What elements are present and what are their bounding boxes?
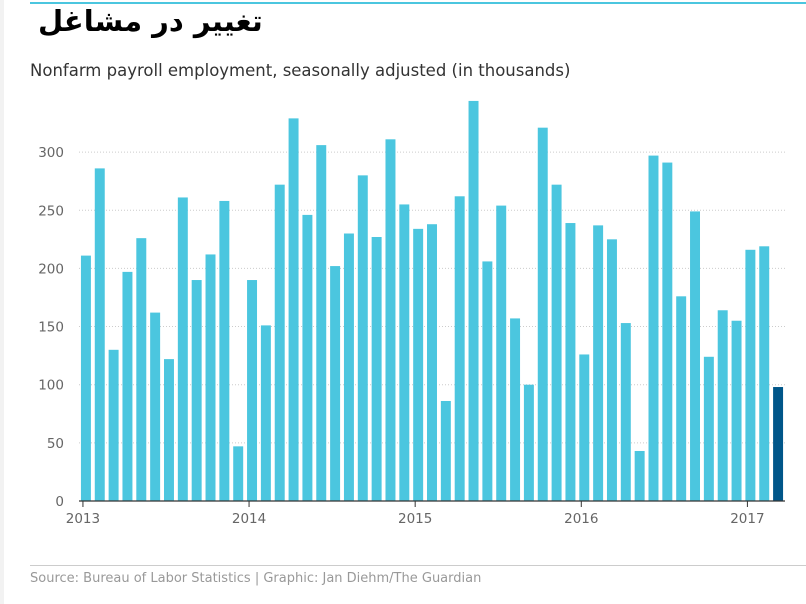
bar <box>703 356 714 501</box>
y-tick-label: 50 <box>47 436 64 452</box>
footer-rule <box>30 565 806 566</box>
bar <box>302 214 313 502</box>
chart-title: تغییر در مشاغل <box>38 4 263 38</box>
bar <box>94 168 105 501</box>
bar <box>136 238 147 502</box>
bar <box>731 320 742 501</box>
bar <box>579 354 590 501</box>
bar <box>454 196 465 501</box>
bar <box>385 139 396 501</box>
bar <box>593 225 604 501</box>
bar <box>523 384 534 501</box>
bar <box>510 318 521 501</box>
bar <box>122 271 133 501</box>
bar <box>150 312 161 501</box>
bar <box>80 255 91 501</box>
x-tick-label: 2016 <box>564 511 598 527</box>
bar <box>219 200 230 502</box>
x-tick-label: 2014 <box>232 511 266 527</box>
bar <box>565 223 576 501</box>
top-accent-rule <box>30 2 806 4</box>
source-credit: Source: Bureau of Labor Statistics | Gra… <box>30 571 482 586</box>
bar <box>108 349 119 501</box>
bar <box>316 145 327 501</box>
x-tick-label: 2017 <box>730 511 764 527</box>
bar <box>440 400 451 501</box>
bar <box>482 261 493 501</box>
bar <box>606 239 617 501</box>
left-edge-strip <box>0 0 4 604</box>
bar <box>690 211 701 501</box>
bar <box>468 100 479 501</box>
bar <box>288 118 299 502</box>
bar <box>205 254 216 501</box>
y-tick-label: 150 <box>38 320 64 336</box>
bar <box>648 155 659 502</box>
bar <box>357 175 368 502</box>
y-tick-label: 100 <box>38 378 64 394</box>
x-tick-label: 2015 <box>398 511 432 527</box>
bar <box>163 359 174 501</box>
bar <box>247 280 258 501</box>
bar <box>260 325 271 501</box>
bar <box>274 184 285 501</box>
y-tick-label: 0 <box>55 494 64 510</box>
bar <box>233 446 244 501</box>
y-tick-label: 200 <box>38 261 64 277</box>
bar <box>496 205 507 501</box>
bar <box>177 197 188 501</box>
bar <box>330 266 341 501</box>
bar <box>551 184 562 501</box>
bars <box>80 100 784 502</box>
bar <box>427 224 437 501</box>
bar <box>191 280 202 501</box>
bar <box>413 228 424 501</box>
bar <box>676 296 687 501</box>
bar <box>773 387 784 501</box>
bar <box>371 236 382 501</box>
bar <box>343 233 354 501</box>
bar <box>399 204 410 501</box>
bar <box>662 162 673 501</box>
x-tick-label: 2013 <box>66 511 100 527</box>
bar <box>620 323 631 501</box>
y-tick-label: 250 <box>38 203 64 219</box>
bar <box>634 450 645 501</box>
bar <box>717 310 728 501</box>
bar <box>745 249 756 501</box>
bar-chart: 0 50 100 150 200 250 300 2013 2014 2015 2016 2017 <box>38 100 785 527</box>
bar <box>759 246 770 501</box>
axes: 0 50 100 150 200 250 300 2013 2014 2015 2016 2017 <box>38 145 785 527</box>
chart-subtitle: Nonfarm payroll employment, seasonally a… <box>30 61 571 80</box>
y-tick-label: 300 <box>38 145 64 161</box>
bar <box>537 127 548 501</box>
